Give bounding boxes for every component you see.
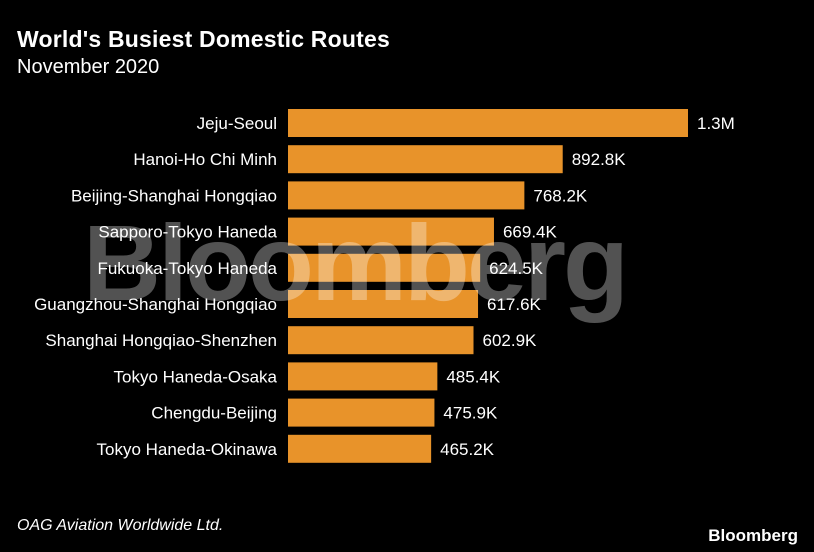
value-label: 617.6K bbox=[487, 295, 542, 314]
bar bbox=[288, 253, 481, 282]
bloomberg-logo: Bloomberg bbox=[708, 526, 798, 545]
chart-title: World's Busiest Domestic Routes bbox=[17, 26, 390, 52]
category-label: Tokyo Haneda-Okinawa bbox=[97, 440, 278, 459]
bar bbox=[288, 398, 435, 427]
bar bbox=[288, 326, 474, 355]
bar bbox=[288, 181, 525, 210]
value-label: 624.5K bbox=[489, 259, 544, 278]
category-label: Shanghai Hongqiao-Shenzhen bbox=[45, 331, 277, 350]
value-label: 1.3M bbox=[697, 114, 735, 133]
value-label: 485.4K bbox=[446, 367, 501, 386]
bar bbox=[288, 109, 688, 137]
bar bbox=[288, 362, 438, 391]
value-label: 475.9K bbox=[443, 404, 498, 423]
category-label: Hanoi-Ho Chi Minh bbox=[133, 150, 277, 169]
value-labels-layer: 1.3M 892.8K 768.2K 669.4K 624.5K 617.6K 602.9K… bbox=[440, 114, 735, 459]
source-note: OAG Aviation Worldwide Ltd. bbox=[17, 517, 224, 534]
value-label: 602.9K bbox=[483, 331, 538, 350]
value-label: 465.2K bbox=[440, 440, 495, 459]
value-label: 892.8K bbox=[572, 150, 627, 169]
bar bbox=[288, 434, 432, 463]
category-label: Jeju-Seoul bbox=[197, 114, 277, 133]
category-label: Tokyo Haneda-Osaka bbox=[114, 367, 278, 386]
category-label: Guangzhou-Shanghai Hongqiao bbox=[34, 295, 277, 314]
category-label: Fukuoka-Tokyo Haneda bbox=[97, 259, 277, 278]
bar-chart: Jeju-Seoul Hanoi-Ho Chi Minh Beijing-Shang… bbox=[34, 109, 735, 463]
category-label: Sapporo-Tokyo Haneda bbox=[98, 223, 277, 242]
value-label: 669.4K bbox=[503, 223, 558, 242]
bar bbox=[288, 217, 494, 246]
category-labels-layer: Jeju-Seoul Hanoi-Ho Chi Minh Beijing-Shang… bbox=[34, 114, 277, 459]
category-label: Chengdu-Beijing bbox=[151, 404, 277, 423]
value-label: 768.2K bbox=[533, 186, 588, 205]
bars-layer bbox=[288, 109, 688, 463]
bar bbox=[288, 290, 479, 318]
chart-subtitle: November 2020 bbox=[17, 56, 160, 78]
category-label: Beijing-Shanghai Hongqiao bbox=[71, 186, 277, 205]
bar bbox=[288, 145, 563, 174]
